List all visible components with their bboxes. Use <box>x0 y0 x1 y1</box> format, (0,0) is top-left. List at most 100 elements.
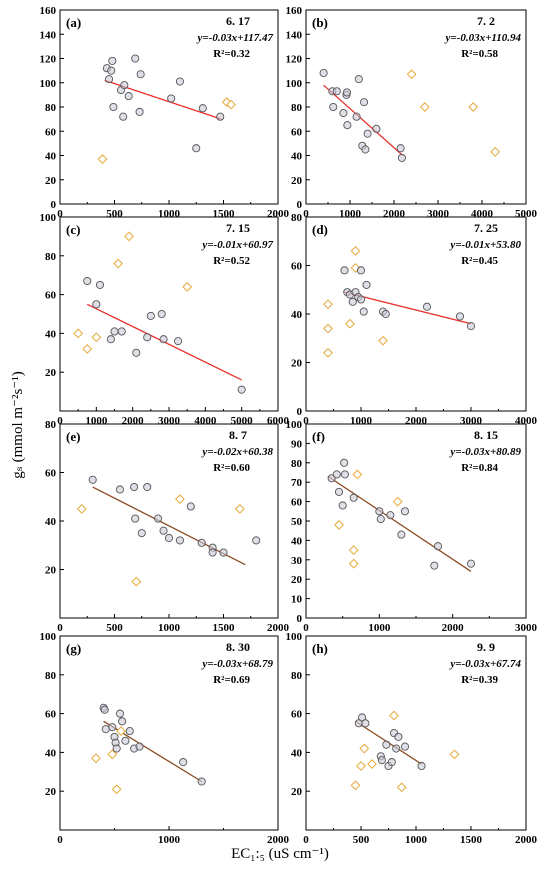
x-tick-label: 500 <box>106 622 123 634</box>
x-tick-label: 1500 <box>213 208 236 220</box>
y-tick-label: 0 <box>297 406 303 418</box>
x-tick-label: 5000 <box>231 415 254 427</box>
circle-point <box>135 742 144 751</box>
x-tick-label: 1500 <box>213 622 236 634</box>
circle-point <box>137 529 146 538</box>
diamond-point <box>345 318 355 329</box>
y-tick-label: 100 <box>40 631 57 643</box>
circle-point <box>125 727 134 736</box>
circle-point <box>354 75 363 84</box>
circle-point <box>361 145 370 154</box>
x-tick-label: 1000 <box>158 208 181 220</box>
circle-point <box>372 124 381 133</box>
circle-point <box>208 548 217 557</box>
circle-point <box>131 514 140 523</box>
circle-point <box>124 92 133 101</box>
r-squared-label: R²=0.58 <box>461 48 498 60</box>
diamond-point <box>107 749 118 760</box>
r-squared-label: R²=0.39 <box>461 674 498 686</box>
regression-equation: y=-0.02x+60.38 <box>200 446 273 458</box>
y-tick-label: 80 <box>45 419 57 431</box>
x-tick-label: 2000 <box>515 834 538 846</box>
y-tick-label: 80 <box>45 670 57 682</box>
circle-point <box>95 280 105 289</box>
regression-equation: y=-0.03x+67.74 <box>448 658 521 670</box>
diamond-point <box>226 99 237 110</box>
panel-label: (e) <box>66 429 80 444</box>
date-label: 8. 30 <box>226 640 250 654</box>
y-tick-label: 40 <box>291 747 303 759</box>
circle-point <box>216 112 225 121</box>
r-squared-label: R²=0.32 <box>213 48 250 60</box>
x-tick-label: 3000 <box>427 208 450 220</box>
circle-point <box>179 758 188 767</box>
y-axis-title: gₛ (mmol m⁻²s⁻¹) <box>10 371 26 478</box>
y-tick-label: 60 <box>45 290 57 302</box>
circle-point <box>359 307 368 316</box>
y-tick-label: 60 <box>291 497 303 509</box>
circle-point <box>159 335 168 344</box>
date-label: 7. 15 <box>226 221 250 235</box>
diamond-point <box>367 759 377 770</box>
circle-point <box>83 276 92 286</box>
circle-point <box>237 385 246 394</box>
circle-point <box>157 309 166 319</box>
y-tick-label: 20 <box>291 786 303 798</box>
diamond-point <box>73 328 84 339</box>
circle-point <box>192 144 201 153</box>
y-tick-label: 60 <box>291 709 303 721</box>
regression-equation: y=-0.03x+110.94 <box>444 32 522 44</box>
x-tick-label: 4000 <box>194 415 217 427</box>
circle-point <box>110 327 119 336</box>
circle-point <box>397 153 406 162</box>
scatter-panel: 0 500 1000 1500 2000020406080100120140160(a)… <box>40 5 290 220</box>
circle-point <box>394 732 403 741</box>
y-tick-label: 60 <box>291 261 303 273</box>
diamond-point <box>334 519 344 530</box>
y-tick-label: 40 <box>291 309 303 321</box>
circle-point <box>338 501 347 510</box>
circle-point <box>386 511 395 520</box>
x-axis-title: EC₁:₅ (uS cm⁻¹) <box>231 846 329 862</box>
r-squared-label: R²=0.52 <box>213 255 250 267</box>
circle-point <box>159 526 168 535</box>
x-tick-label: 3000 <box>158 415 181 427</box>
diamond-point <box>82 343 93 354</box>
y-tick-label: 60 <box>45 126 57 138</box>
circle-point <box>430 561 439 570</box>
scatter-panel: 0 1000 2000 3000 4000 50000204060801001201401… <box>286 5 538 220</box>
circle-point <box>340 458 349 467</box>
circle-point <box>362 280 371 289</box>
date-label: 7. 2 <box>477 14 495 28</box>
y-tick-label: 100 <box>286 78 303 90</box>
diamond-point <box>389 710 399 721</box>
circle-point <box>392 744 401 753</box>
trend-line <box>323 84 404 156</box>
y-tick-label: 20 <box>291 574 303 586</box>
circle-point <box>352 112 361 121</box>
circle-point <box>466 559 476 568</box>
circle-point <box>197 538 206 547</box>
circle-point <box>356 295 366 304</box>
y-tick-label: 120 <box>40 54 57 66</box>
diamond-point <box>490 146 501 157</box>
circle-point <box>135 107 144 116</box>
diamond-point <box>356 761 366 771</box>
diamond-point <box>449 749 460 760</box>
circle-point <box>175 77 184 86</box>
x-tick-label: 3000 <box>460 415 483 427</box>
circle-point <box>109 102 118 112</box>
circle-point <box>339 109 348 118</box>
regression-equation: y=-0.01x+53.80 <box>448 239 521 251</box>
x-tick-label: 500 <box>353 834 370 846</box>
r-squared-label: R²=0.60 <box>213 462 250 474</box>
y-tick-label: 20 <box>45 786 57 798</box>
circle-point <box>120 81 129 90</box>
r-squared-label: R²=0.84 <box>461 462 498 474</box>
circle-point <box>343 121 352 130</box>
y-tick-label: 80 <box>291 458 303 470</box>
y-tick-label: 0 <box>51 199 57 211</box>
circle-point <box>112 744 121 753</box>
scatter-panel: 0 500 1000 1500 2000 20 40 60 80 100 (h) 9. 9 y=-0.0… <box>286 631 538 846</box>
